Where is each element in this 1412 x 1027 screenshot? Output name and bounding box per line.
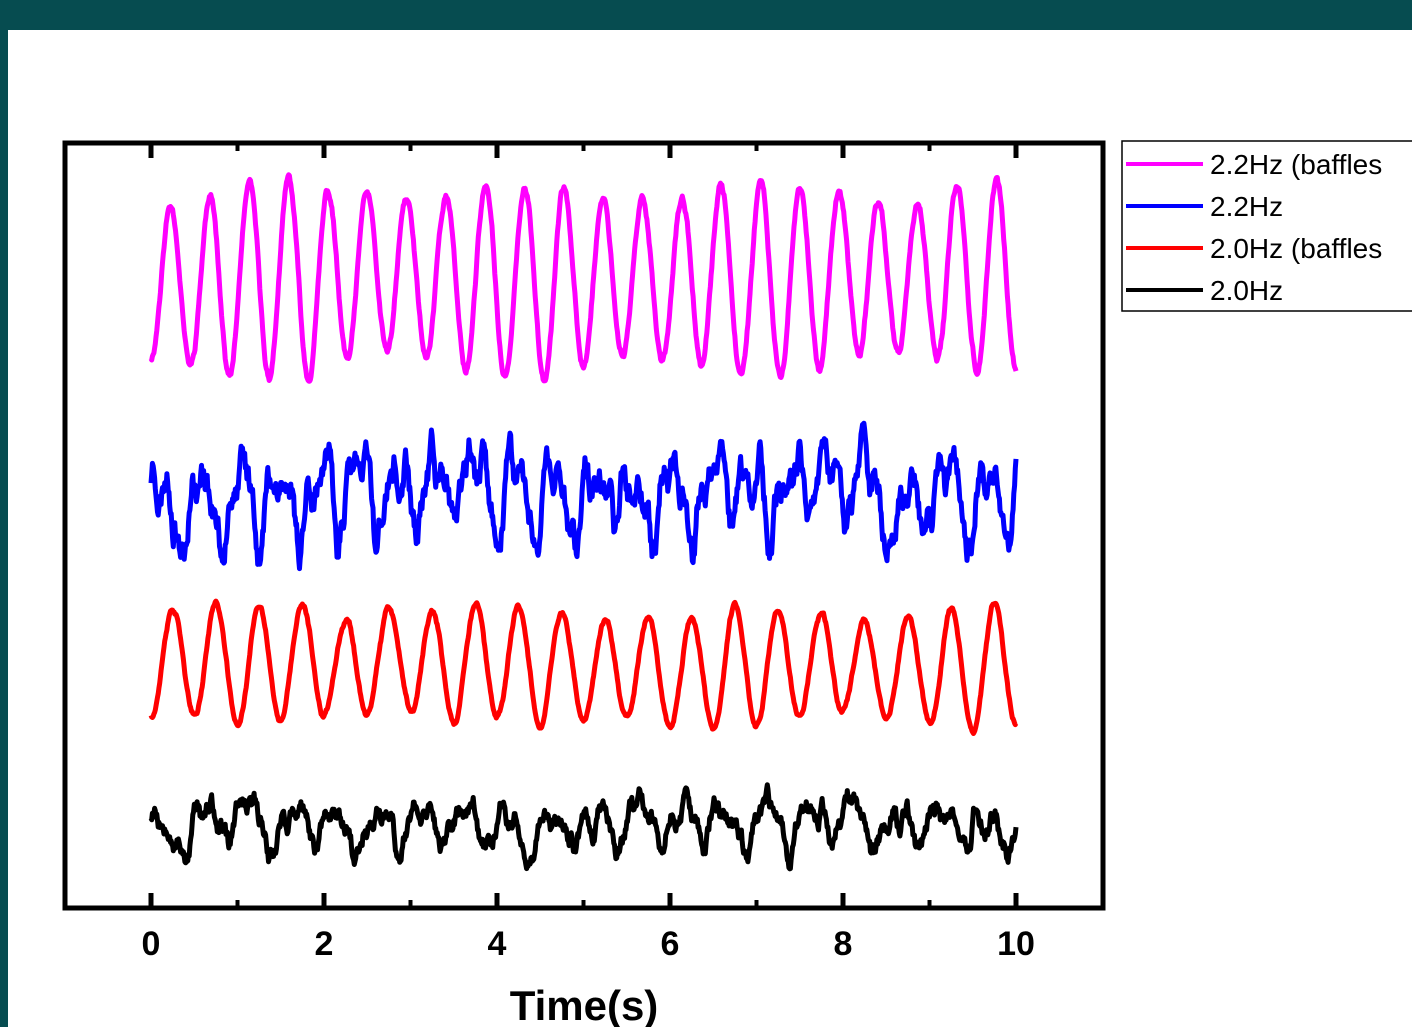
series-line-2: [148, 420, 1019, 572]
series-line-1: [148, 172, 1019, 384]
tick-label-layer: 0 2 4 6 8 10: [142, 925, 1035, 963]
legend-label: 2.0Hz: [1210, 275, 1283, 306]
legend: 2.2Hz (baffles 2.2Hz 2.0Hz (baffles 2.0Hz: [1121, 140, 1412, 312]
legend-label: 2.2Hz (baffles: [1210, 149, 1382, 180]
x-tick-label: 0: [142, 925, 161, 963]
series-layer: [148, 172, 1019, 872]
x-tick-label: 8: [834, 925, 853, 963]
legend-label: 2.2Hz: [1210, 191, 1283, 222]
legend-label: 2.0Hz (baffles: [1210, 233, 1382, 264]
tick-layer: [148, 143, 1019, 908]
legend-box: [1121, 140, 1412, 312]
x-tick-label: 10: [997, 925, 1035, 963]
x-tick-label: 6: [661, 925, 680, 963]
slide-frame-top: [0, 0, 1412, 30]
x-axis-title: Time(s): [510, 982, 659, 1027]
x-tick-label: 4: [488, 925, 507, 963]
series-line-4: [148, 782, 1019, 872]
slide-frame-left: [0, 0, 8, 1027]
series-line-3: [148, 598, 1019, 736]
x-tick-label: 2: [315, 925, 334, 963]
